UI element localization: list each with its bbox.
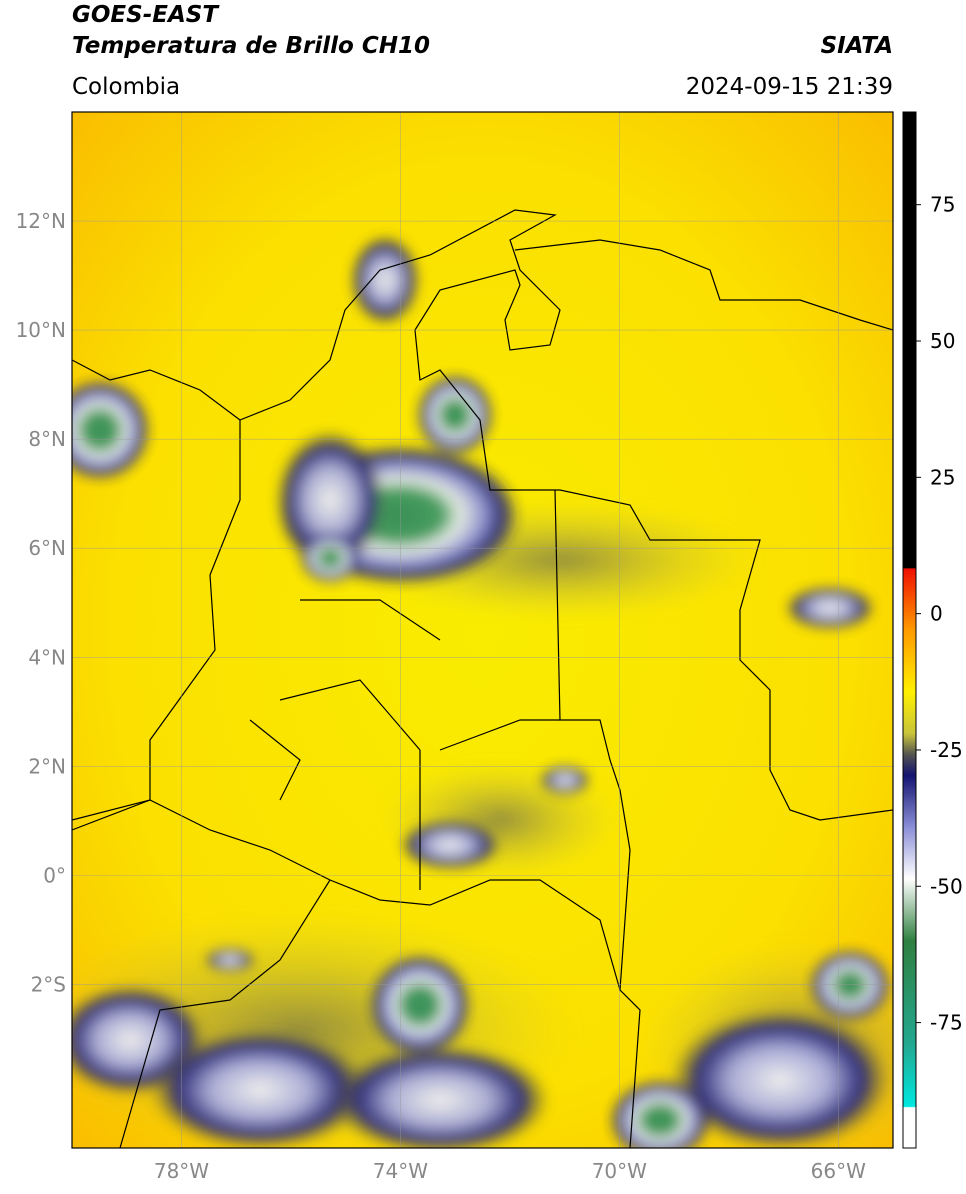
lon-tick-label: 74°W xyxy=(373,1159,428,1183)
graticule xyxy=(72,112,893,1148)
borders xyxy=(72,209,893,1148)
lon-tick-label: 78°W xyxy=(154,1159,209,1183)
lat-tick-label: 2°S xyxy=(31,972,66,996)
lat-tick-label: 10°N xyxy=(16,318,66,342)
lat-tick-label: 8°N xyxy=(28,427,66,451)
colorbar-tick-label: -50 xyxy=(930,874,963,898)
lon-tick-label: 70°W xyxy=(592,1159,647,1183)
colorbar xyxy=(902,111,917,1149)
lat-tick-label: 6°N xyxy=(28,536,66,560)
colorbar-tick-label: 75 xyxy=(930,193,955,217)
colorbar-tick-label: 0 xyxy=(930,602,943,626)
colorbar-tick-label: 25 xyxy=(930,465,955,489)
colorbar-tick-label: 50 xyxy=(930,329,955,353)
lat-tick-label: 12°N xyxy=(16,209,66,233)
lat-tick-label: 4°N xyxy=(28,645,66,669)
satellite: GOES-EAST xyxy=(72,2,220,28)
map-imagery xyxy=(72,112,893,1148)
datetime: 2024-09-15 21:39 xyxy=(686,74,893,100)
lat-tick-label: 0° xyxy=(43,863,66,887)
lon-tick-label: 66°W xyxy=(811,1159,866,1183)
region: Colombia xyxy=(72,74,180,100)
source: SIATA xyxy=(821,33,893,59)
colorbar-tick-label: -75 xyxy=(930,1011,963,1035)
colorbar-tick-label: -25 xyxy=(930,738,963,762)
lat-tick-label: 2°N xyxy=(28,754,66,778)
map-frame xyxy=(71,111,894,1149)
product: Temperatura de Brillo CH10 xyxy=(72,33,430,59)
